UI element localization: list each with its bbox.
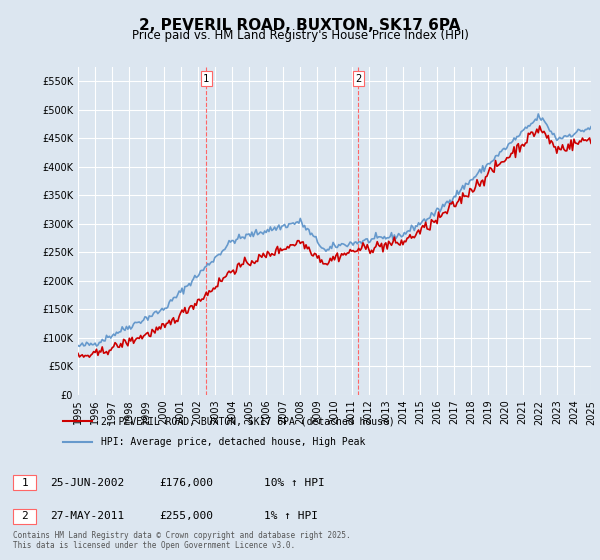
Text: 1: 1: [21, 478, 28, 488]
Text: Price paid vs. HM Land Registry's House Price Index (HPI): Price paid vs. HM Land Registry's House …: [131, 29, 469, 42]
Text: 2, PEVERIL ROAD, BUXTON, SK17 6PA: 2, PEVERIL ROAD, BUXTON, SK17 6PA: [139, 18, 461, 33]
Text: 1% ↑ HPI: 1% ↑ HPI: [264, 511, 318, 521]
Text: £255,000: £255,000: [159, 511, 213, 521]
Text: 10% ↑ HPI: 10% ↑ HPI: [264, 478, 325, 488]
Text: 25-JUN-2002: 25-JUN-2002: [50, 478, 124, 488]
Text: Contains HM Land Registry data © Crown copyright and database right 2025.
This d: Contains HM Land Registry data © Crown c…: [13, 530, 351, 550]
Text: HPI: Average price, detached house, High Peak: HPI: Average price, detached house, High…: [101, 437, 365, 447]
Text: 27-MAY-2011: 27-MAY-2011: [50, 511, 124, 521]
Text: £176,000: £176,000: [159, 478, 213, 488]
Text: 2, PEVERIL ROAD, BUXTON, SK17 6PA (detached house): 2, PEVERIL ROAD, BUXTON, SK17 6PA (detac…: [101, 416, 395, 426]
Text: 2: 2: [21, 511, 28, 521]
Text: 1: 1: [203, 73, 209, 83]
Text: 2: 2: [355, 73, 362, 83]
